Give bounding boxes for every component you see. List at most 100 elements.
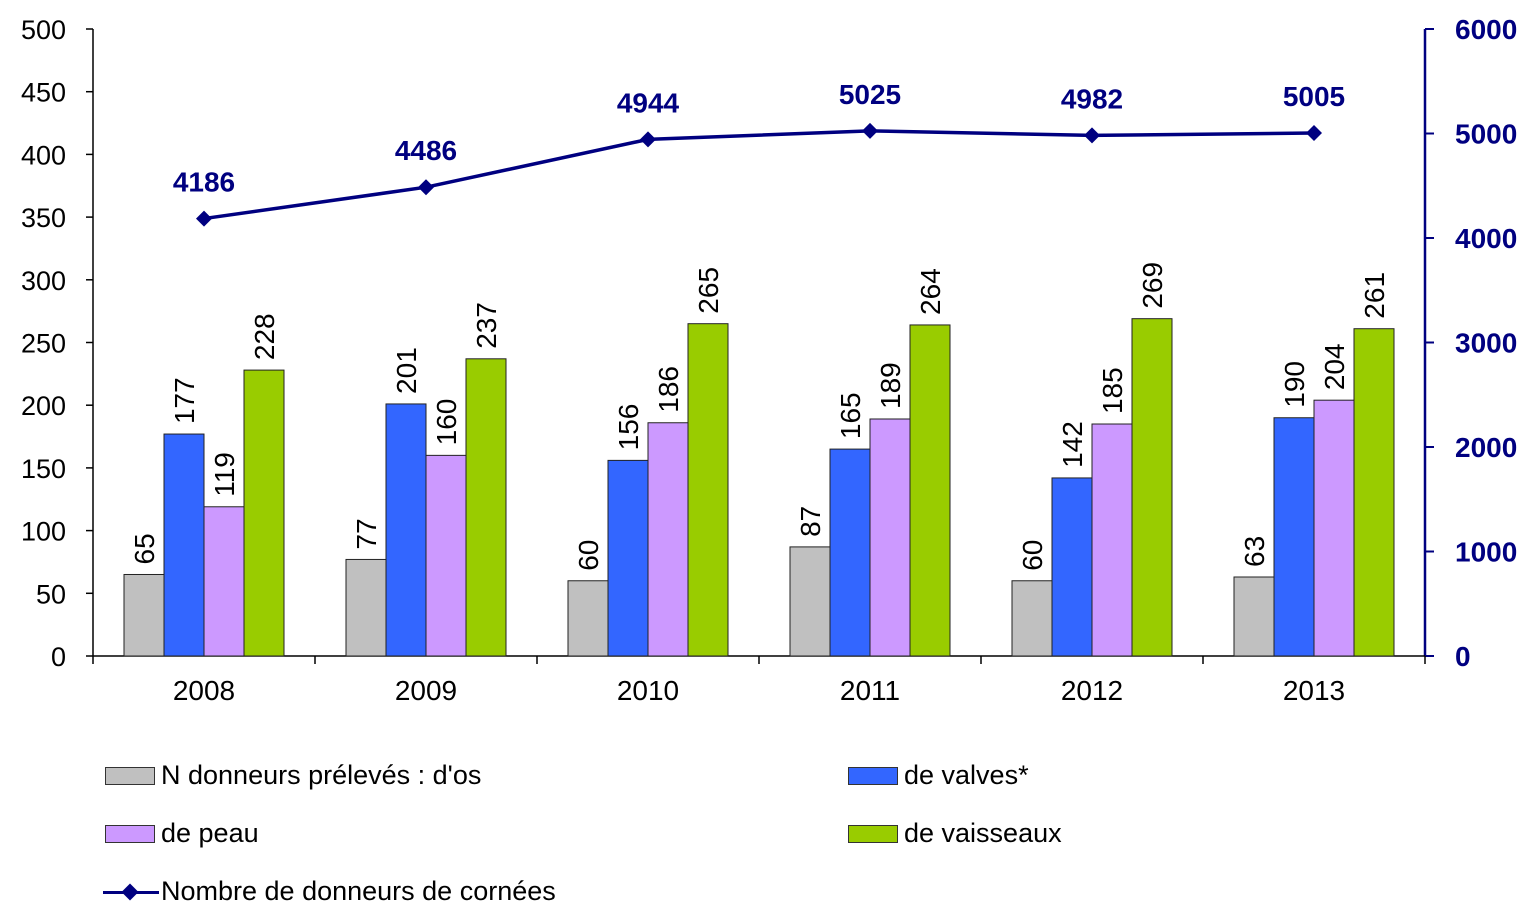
bar-2-1 xyxy=(425,454,467,657)
bar-0-3 xyxy=(789,546,831,657)
legend-swatch-valves xyxy=(848,766,898,785)
bar-label-0-5: 63 xyxy=(1239,536,1270,567)
legend-item-valves: de valves* xyxy=(848,760,1029,791)
y-right-tick-label-6: 6000 xyxy=(1455,14,1517,45)
y-right-tick-label-1: 1000 xyxy=(1455,537,1517,568)
bar-2-4 xyxy=(1091,423,1133,657)
bar-label-0-4: 60 xyxy=(1017,540,1048,571)
x-tick-label-5: 2013 xyxy=(1283,675,1345,706)
legend-swatch-os xyxy=(105,766,155,785)
line-point-0-5 xyxy=(1306,124,1322,141)
line-series-0 xyxy=(203,129,1315,221)
bar-label-1-5: 190 xyxy=(1279,361,1310,408)
bar-label-2-1: 160 xyxy=(431,399,462,446)
bar-1-2 xyxy=(607,459,649,657)
y-right-tick-label-5: 5000 xyxy=(1455,119,1517,150)
y-left-tick-label-4: 200 xyxy=(21,391,66,421)
bar-2-0 xyxy=(203,506,245,657)
legend-label-peau: de peau xyxy=(161,818,259,848)
bar-label-2-3: 189 xyxy=(875,362,906,409)
y-right-tick-label-0: 0 xyxy=(1455,641,1471,672)
line-point-0-2 xyxy=(640,131,656,148)
bar-label-3-4: 269 xyxy=(1137,262,1168,309)
bar-3-3 xyxy=(909,324,951,657)
y-left-tick-label-7: 350 xyxy=(21,203,66,233)
line-label-0-0: 4186 xyxy=(173,167,235,198)
legend-item-os: N donneurs prélevés : d'os xyxy=(105,760,481,791)
bar-label-0-1: 77 xyxy=(351,518,382,549)
y-left-tick-label-10: 500 xyxy=(21,15,66,45)
y-left-tick-label-3: 150 xyxy=(21,454,66,484)
legend-swatch-vaisseaux xyxy=(848,824,898,843)
bar-0-5 xyxy=(1233,576,1275,657)
bar-0-1 xyxy=(345,558,387,657)
y-left-tick-label-1: 50 xyxy=(36,579,66,609)
line-label-0-4: 4982 xyxy=(1061,83,1123,114)
bar-label-2-4: 185 xyxy=(1097,367,1128,414)
bar-label-2-2: 186 xyxy=(653,366,684,413)
bar-0-2 xyxy=(567,580,609,657)
y-left-tick-label-5: 250 xyxy=(21,329,66,359)
bar-3-2 xyxy=(687,323,729,657)
line-point-0-4 xyxy=(1084,127,1100,144)
bar-label-3-3: 264 xyxy=(915,268,946,315)
legend-swatch-peau xyxy=(105,824,155,843)
line-label-0-1: 4486 xyxy=(395,135,457,166)
legend-label-os: N donneurs prélevés : d'os xyxy=(161,760,482,790)
bar-label-3-2: 265 xyxy=(693,267,724,314)
y-left-tick-label-8: 400 xyxy=(21,140,66,170)
bar-3-0 xyxy=(243,369,285,657)
legend-label-vaisseaux: de vaisseaux xyxy=(904,818,1062,848)
line-point-0-1 xyxy=(418,179,434,196)
x-tick-label-3: 2011 xyxy=(840,675,900,706)
legend-label-valves: de valves* xyxy=(904,760,1029,790)
bar-1-1 xyxy=(385,403,427,657)
x-tick-label-4: 2012 xyxy=(1061,675,1123,706)
legend-item-peau: de peau xyxy=(105,818,259,849)
y-left-tick-label-9: 450 xyxy=(21,78,66,108)
bar-0-0 xyxy=(123,573,165,657)
x-tick-label-1: 2009 xyxy=(395,675,457,706)
bar-label-3-5: 261 xyxy=(1359,272,1390,319)
bar-2-2 xyxy=(647,422,689,657)
bar-2-3 xyxy=(869,418,911,657)
bar-label-3-0: 228 xyxy=(249,313,280,360)
y-right-tick-label-4: 4000 xyxy=(1455,223,1517,254)
bar-3-4 xyxy=(1131,318,1173,657)
legend-swatch-cornees xyxy=(103,883,159,901)
bar-label-1-2: 156 xyxy=(613,404,644,451)
line-label-0-2: 4944 xyxy=(617,87,680,118)
bar-label-0-2: 60 xyxy=(573,540,604,571)
x-tick-label-2: 2010 xyxy=(617,675,679,706)
y-left-tick-label-2: 100 xyxy=(21,517,66,547)
legend-item-cornees: Nombre de donneurs de cornées xyxy=(103,876,556,907)
bar-1-4 xyxy=(1051,477,1093,657)
legend-item-vaisseaux: de vaisseaux xyxy=(848,818,1062,849)
bar-1-0 xyxy=(163,433,205,657)
bar-1-5 xyxy=(1273,417,1315,657)
bar-label-3-1: 237 xyxy=(471,302,502,349)
bar-label-2-0: 119 xyxy=(209,452,240,497)
y-right-tick-label-3: 3000 xyxy=(1455,328,1517,359)
y-right-tick-label-2: 2000 xyxy=(1455,432,1517,463)
line-label-0-3: 5025 xyxy=(839,79,901,110)
bar-label-1-4: 142 xyxy=(1057,421,1088,468)
x-tick-label-0: 2008 xyxy=(173,675,235,706)
bar-label-1-0: 177 xyxy=(169,377,200,424)
line-label-0-5: 5005 xyxy=(1283,81,1345,112)
bar-label-1-1: 201 xyxy=(391,347,422,394)
bar-label-0-0: 65 xyxy=(129,533,160,564)
bar-1-3 xyxy=(829,448,871,657)
line-point-0-0 xyxy=(196,210,212,227)
bar-label-2-5: 204 xyxy=(1319,343,1350,390)
bar-label-0-3: 87 xyxy=(795,506,826,537)
bar-3-5 xyxy=(1353,328,1395,657)
bar-label-1-3: 165 xyxy=(835,392,866,439)
legend-label-cornees: Nombre de donneurs de cornées xyxy=(161,876,556,906)
line-point-0-3 xyxy=(862,122,878,139)
y-left-tick-label-0: 0 xyxy=(51,642,66,672)
bar-2-5 xyxy=(1313,399,1355,657)
y-left-tick-label-6: 300 xyxy=(21,266,66,296)
bar-3-1 xyxy=(465,358,507,657)
